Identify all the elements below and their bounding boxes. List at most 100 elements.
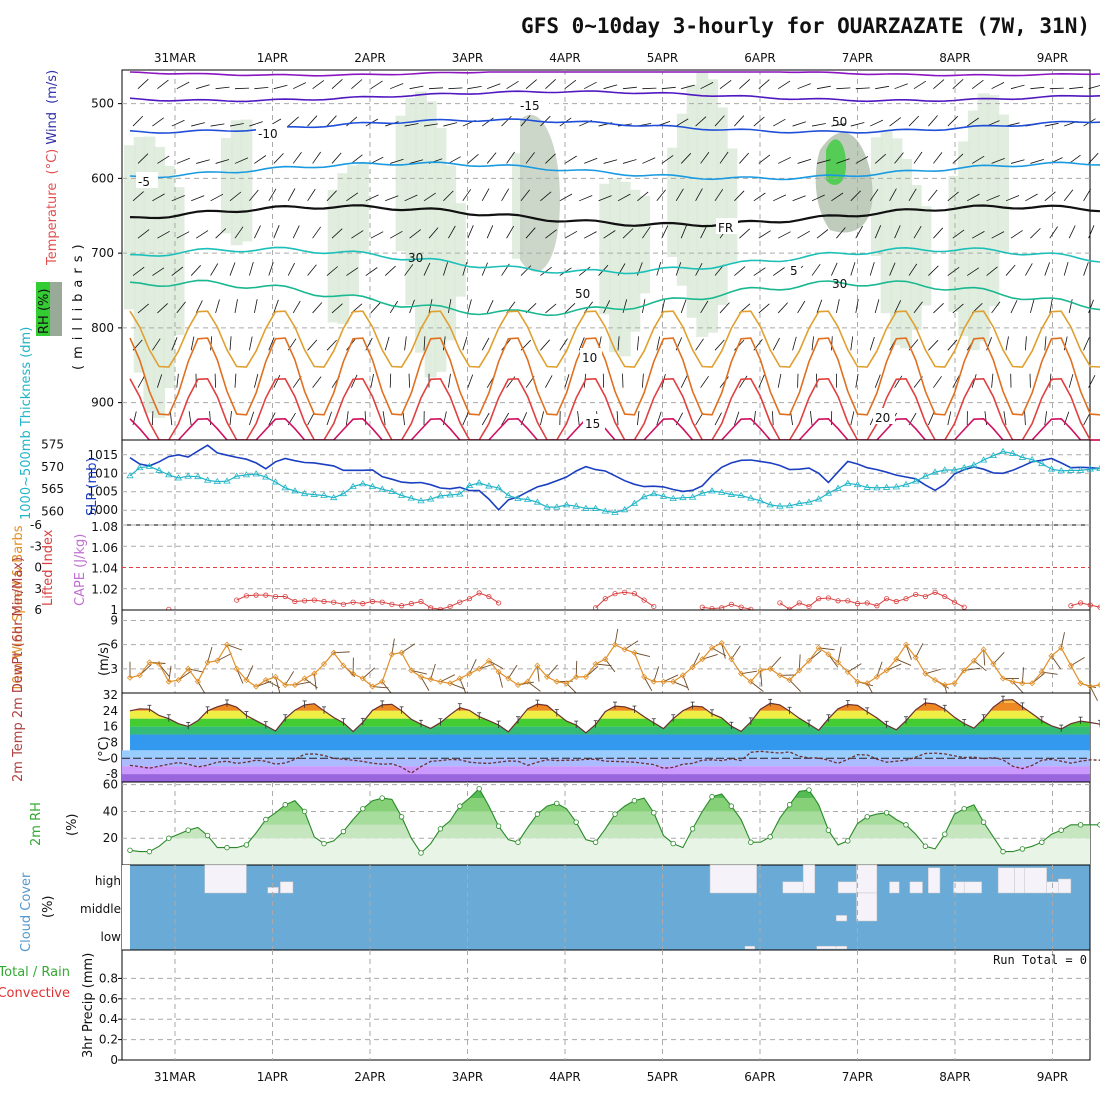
upper-wind-barb bbox=[661, 86, 676, 90]
upper-wind-barb bbox=[370, 231, 384, 239]
wind10m-barb bbox=[255, 680, 272, 687]
cloud-layer-label-middle: middle bbox=[80, 902, 121, 916]
upper-wind-barb bbox=[331, 79, 343, 89]
wind10m-barb bbox=[507, 664, 518, 679]
cape-tick-1.02: 1.02 bbox=[91, 582, 118, 596]
upper-wind-barb bbox=[739, 375, 748, 388]
upper-wind-barb bbox=[486, 225, 494, 239]
upper-wind-barb bbox=[365, 267, 378, 276]
ytick-900mb: 900 bbox=[91, 396, 114, 410]
upper-wind-barb bbox=[584, 231, 597, 239]
upper-wind-barb bbox=[831, 123, 846, 127]
temp2m-unit: (°C) bbox=[97, 736, 112, 762]
upper-wind-barb bbox=[753, 267, 766, 276]
thickness-marker bbox=[630, 499, 639, 506]
upper-wind-barb bbox=[312, 376, 322, 388]
temperature-contour-15 bbox=[129, 310, 1100, 368]
lifted-index-marker bbox=[893, 598, 899, 605]
upper-wind-barb bbox=[1024, 411, 1026, 426]
upper-wind-barb bbox=[346, 192, 359, 202]
upper-wind-barb bbox=[409, 229, 421, 239]
cloud-label: Cloud Cover bbox=[19, 872, 34, 952]
upper-air-contour-labels: -15 -10 -5 5 10 15 20 FR 30 30 50 50 bbox=[136, 96, 895, 431]
upper-wind-barb bbox=[443, 190, 454, 202]
upper-wind-barb bbox=[1044, 122, 1059, 127]
upper-wind-barb bbox=[428, 87, 444, 90]
wind10m-barb bbox=[721, 642, 726, 659]
precip-grid bbox=[122, 950, 1090, 1060]
upper-wind-barb bbox=[908, 115, 920, 127]
thickness-tick-575: 575 bbox=[41, 437, 64, 451]
upper-wind-barb bbox=[157, 374, 163, 388]
upper-wind-barb bbox=[234, 226, 244, 239]
wind10m-marker bbox=[185, 665, 192, 672]
wind10m-barb bbox=[828, 654, 839, 668]
upper-wind-barb bbox=[487, 83, 501, 90]
upper-wind-barb bbox=[850, 122, 865, 127]
upper-wind-barb bbox=[210, 263, 219, 276]
upper-wind-barb bbox=[875, 85, 890, 90]
upper-wind-barb bbox=[656, 411, 662, 426]
upper-wind-barb bbox=[578, 266, 591, 276]
upper-wind-barb bbox=[777, 80, 791, 90]
bottom-date-axis: 31MAR 1APR 2APR 3APR 4APR 5APR 6APR 7APR 8APR 9AP… bbox=[154, 1070, 1068, 1084]
upper-wind-barb bbox=[171, 266, 184, 276]
upper-wind-barb bbox=[292, 300, 301, 314]
slp-tick-1000: 1000 bbox=[87, 503, 118, 517]
lifted-index-marker bbox=[942, 593, 948, 600]
upper-wind-barb bbox=[137, 303, 149, 314]
upper-wind-barb bbox=[622, 373, 624, 388]
cloud-unit: (%) bbox=[41, 896, 56, 919]
rh2m-marker bbox=[282, 802, 288, 808]
upper-wind-barb bbox=[637, 191, 649, 202]
rh-legend: RH (%) bbox=[36, 282, 62, 336]
upper-wind-barb bbox=[1005, 336, 1009, 351]
rh2m-marker bbox=[127, 847, 133, 853]
upper-wind-barb bbox=[947, 411, 952, 426]
upper-wind-barb bbox=[254, 299, 258, 314]
wind10m-barb bbox=[634, 652, 651, 658]
upper-wind-barb bbox=[351, 79, 363, 89]
wind10m-barb bbox=[546, 664, 558, 678]
upper-wind-barb bbox=[326, 339, 337, 351]
wind10m-marker bbox=[204, 659, 211, 666]
upper-wind-barb bbox=[1003, 411, 1007, 426]
upper-wind-barb bbox=[616, 411, 619, 426]
upper-wind-barb bbox=[331, 228, 343, 239]
rh-blob-high2 bbox=[520, 114, 560, 272]
wind10m-barb bbox=[769, 656, 782, 670]
wind10m-barb bbox=[498, 671, 503, 688]
upper-wind-barb bbox=[700, 300, 709, 314]
rh2m-marker bbox=[980, 819, 987, 825]
upper-wind-barb bbox=[273, 84, 288, 90]
upper-wind-barb bbox=[928, 412, 935, 426]
contour-label--10: -10 bbox=[258, 127, 278, 141]
cloud-cell-high bbox=[909, 881, 923, 894]
upper-wind-barb bbox=[695, 412, 704, 426]
cloud-cell-low bbox=[816, 945, 837, 950]
upper-wind-barb bbox=[520, 265, 532, 276]
precip-tick-0.2: 0.2 bbox=[99, 1033, 118, 1047]
thickness-marker bbox=[1076, 466, 1085, 473]
upper-wind-barb bbox=[695, 338, 704, 351]
upper-wind-barb bbox=[545, 229, 557, 239]
rh2m-marker bbox=[1000, 848, 1006, 855]
wind10m-barb bbox=[217, 653, 232, 662]
upper-wind-barb bbox=[1088, 152, 1099, 164]
thickness-marker bbox=[349, 482, 357, 489]
upper-wind-barb bbox=[695, 116, 707, 127]
upper-wind-barb bbox=[642, 157, 656, 164]
precip-unit: 3hr Precip (mm) bbox=[81, 953, 96, 1058]
upper-wind-barb bbox=[889, 188, 897, 202]
wind10m-marker bbox=[534, 662, 541, 669]
upper-wind-barb bbox=[559, 193, 573, 202]
rh2m-marker bbox=[418, 850, 424, 856]
upper-wind-barb bbox=[423, 123, 438, 127]
precip-tick-0.4: 0.4 bbox=[99, 1012, 118, 1026]
rh-shade bbox=[909, 184, 922, 331]
thickness-label: 1000~500mb Thickness (dm) bbox=[19, 327, 34, 520]
rh2m-y-axis: 60 40 20 bbox=[103, 778, 118, 846]
contour-label-bg bbox=[788, 261, 801, 277]
upper-wind-barb bbox=[312, 80, 325, 90]
upper-wind-barb bbox=[661, 299, 666, 314]
